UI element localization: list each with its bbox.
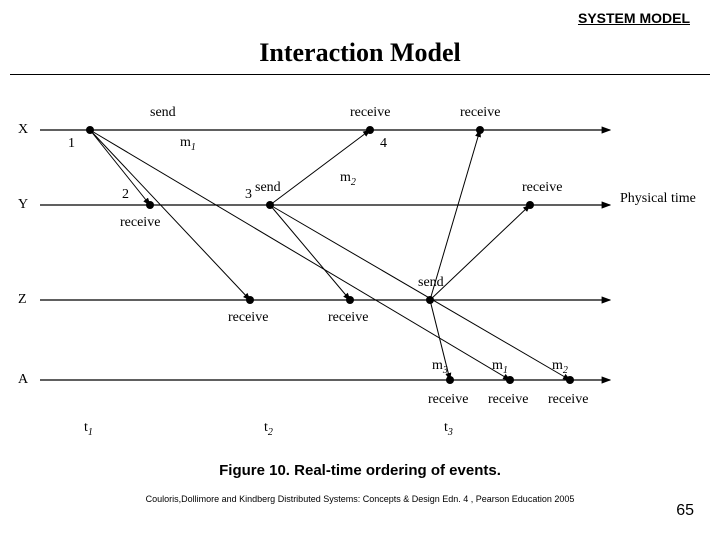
event-label: receive <box>120 215 160 231</box>
page-number: 65 <box>676 502 694 520</box>
process-label-A: A <box>18 372 28 388</box>
citation-text: Couloris,Dollimore and Kindberg Distribu… <box>0 494 720 504</box>
event-seq: 1 <box>68 136 75 152</box>
event-label: send <box>418 275 444 291</box>
message-label: m2 <box>552 358 568 376</box>
event-label: receive <box>460 105 500 121</box>
message-label: m3 <box>432 358 448 376</box>
event-ordering-diagram: X Y Z A Physical time send 1 receive 4 receive rec… <box>10 90 710 450</box>
message-label: m2 <box>340 170 356 188</box>
page-title: Interaction Model <box>0 38 720 68</box>
event-label: send <box>255 180 281 196</box>
event-label: receive <box>548 392 588 408</box>
message-label: m1 <box>180 135 196 153</box>
process-label-X: X <box>18 122 28 138</box>
time-tick: t3 <box>444 420 453 438</box>
event-label: send <box>150 105 176 121</box>
title-underline <box>10 74 710 75</box>
event-label: receive <box>428 392 468 408</box>
process-label-Z: Z <box>18 292 27 308</box>
diagram-svg <box>10 90 710 450</box>
time-tick: t2 <box>264 420 273 438</box>
process-label-Y: Y <box>18 197 28 213</box>
event-seq: 4 <box>380 136 387 152</box>
time-tick: t1 <box>84 420 93 438</box>
event-seq: 3 <box>245 187 252 203</box>
figure-caption: Figure 10. Real-time ordering of events. <box>0 462 720 479</box>
message-label: m1 <box>492 358 508 376</box>
event-label: receive <box>350 105 390 121</box>
header-label: SYSTEM MODEL <box>578 10 690 26</box>
event-label: receive <box>228 310 268 326</box>
physical-time-label: Physical time <box>620 191 696 207</box>
event-label: receive <box>488 392 528 408</box>
event-seq: 2 <box>122 187 129 203</box>
event-label: receive <box>522 180 562 196</box>
event-label: receive <box>328 310 368 326</box>
